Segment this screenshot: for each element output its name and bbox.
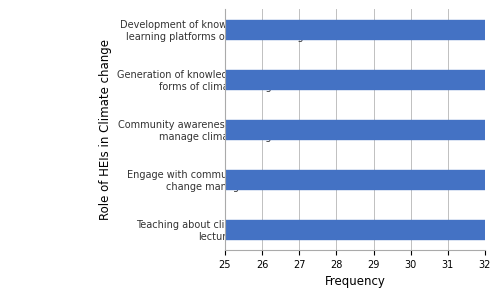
- Bar: [225, 70, 500, 89]
- Y-axis label: Role of HEIs in Climate change: Role of HEIs in Climate change: [98, 39, 112, 220]
- Bar: [225, 170, 500, 189]
- Bar: [225, 120, 500, 139]
- Bar: [225, 20, 500, 39]
- Bar: [225, 220, 500, 239]
- X-axis label: Frequency: Frequency: [324, 275, 386, 288]
